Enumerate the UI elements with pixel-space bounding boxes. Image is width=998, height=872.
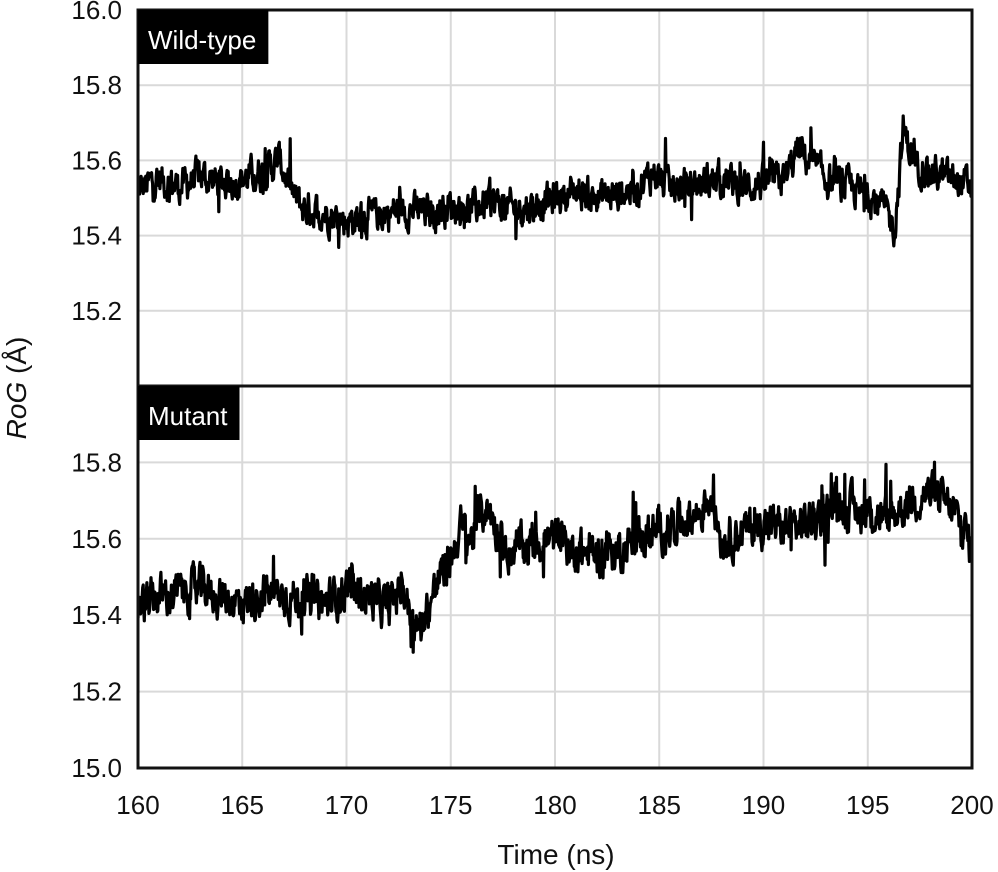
y-axis-title-main: RoG [1,382,32,440]
panel-label-mutant: Mutant [138,386,240,440]
y-tick-label-p1-1: 15.2 [71,677,122,707]
x-tick-label-6: 190 [742,790,785,820]
panel-labels: Wild-type Mutant [138,10,269,440]
y-axis-title: RoG (Å) [1,337,32,440]
panel-label-text: Mutant [148,401,228,431]
y-tick-label-p1-0: 15.0 [71,753,122,783]
y-tick-label-p0-4: 16.0 [71,0,122,25]
x-tick-label-7: 195 [846,790,889,820]
y-tick-label-p0-1: 15.4 [71,221,122,251]
y-tick-label-p1-4: 15.8 [71,447,122,477]
y-tick-label-p0-3: 15.8 [71,70,122,100]
x-tick-label-2: 170 [325,790,368,820]
y-tick-label-p0-0: 15.2 [71,296,122,326]
grid [138,10,972,768]
panel-label-wild-type: Wild-type [138,10,269,64]
plot-frame-p1 [136,384,974,770]
x-tick-label-1: 165 [221,790,264,820]
x-tick-label-4: 180 [533,790,576,820]
series-lines [138,114,972,654]
y-axis-title-unit: (Å) [1,337,32,382]
x-tick-label-0: 160 [116,790,159,820]
x-tick-label-3: 175 [429,790,472,820]
tick-labels: 15.2 15.4 15.6 15.8 16.0 15.0 15.2 15.4 15.6 15.8… [71,0,993,820]
x-tick-label-5: 185 [638,790,681,820]
x-axis-title: Time (ns) [497,839,614,870]
panel-label-box [138,10,269,64]
panel-label-box [138,386,240,440]
x-tick-label-8: 200 [950,790,993,820]
series-line-wild-type [138,114,972,249]
y-tick-label-p1-2: 15.4 [71,600,122,630]
plot-frames [136,8,974,770]
series-line-mutant [138,460,972,654]
y-tick-label-p1-3: 15.6 [71,524,122,554]
y-tick-label-p0-2: 15.6 [71,145,122,175]
panel-label-text: Wild-type [148,25,256,55]
